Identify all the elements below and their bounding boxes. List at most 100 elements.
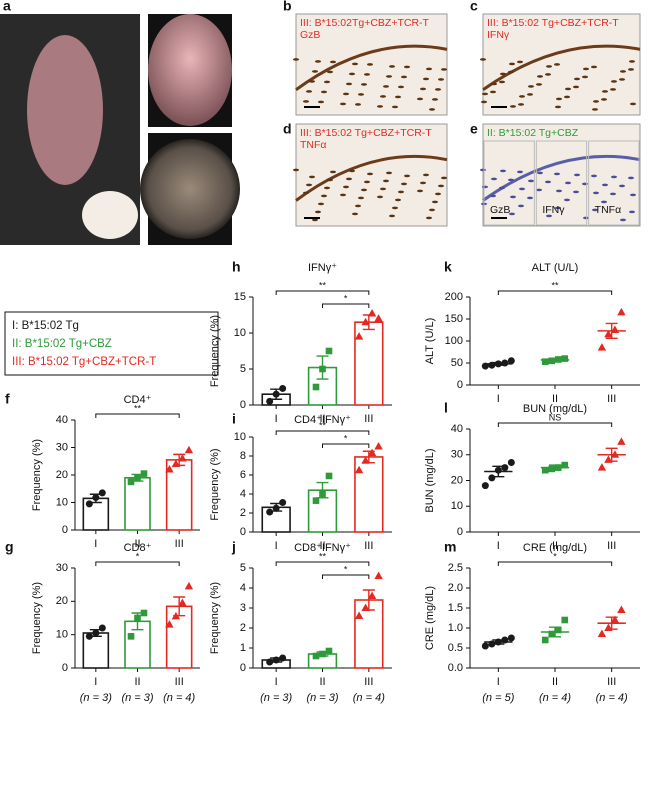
data-point	[325, 347, 333, 355]
significance-label: **	[551, 280, 559, 290]
cell	[423, 77, 429, 81]
cell	[509, 212, 515, 216]
data-point	[361, 317, 370, 326]
data-point	[617, 605, 626, 613]
panel-letter: j	[231, 539, 236, 555]
data-point	[325, 647, 333, 655]
y-tick-label: 0.0	[448, 662, 463, 674]
n-label: (n = 5)	[482, 692, 514, 704]
data-point	[319, 365, 326, 373]
y-axis-label: Frequency (%)	[31, 439, 43, 511]
legend-entry: III: B*15:02 Tg+CBZ+TCR-T	[12, 356, 156, 368]
significance-label: **	[319, 280, 327, 290]
cell	[554, 63, 560, 66]
cell	[490, 90, 496, 94]
x-tick-label: I	[275, 413, 278, 425]
data-point	[561, 616, 569, 624]
legend-entry: II: B*15:02 Tg+CBZ	[12, 338, 112, 350]
cell	[480, 58, 486, 61]
data-point	[610, 450, 620, 458]
cell	[546, 214, 552, 218]
cell	[386, 75, 392, 78]
y-tick-label: 3	[240, 602, 246, 614]
legend-entry: I: B*15:02 Tg	[12, 320, 79, 332]
x-tick-label: I	[94, 676, 97, 688]
data-point	[266, 508, 274, 516]
significance-label: **	[134, 403, 142, 413]
cell	[546, 65, 552, 68]
x-tick-label: III	[364, 413, 373, 425]
cell	[309, 80, 315, 83]
cell	[536, 83, 542, 86]
cell	[510, 195, 516, 199]
cell	[554, 172, 560, 176]
x-tick-label: II	[552, 676, 558, 688]
x-tick-label: I	[275, 540, 278, 552]
y-tick-label: 0	[62, 524, 68, 536]
cell	[358, 93, 364, 96]
significance-bracket	[275, 430, 370, 435]
cell	[518, 204, 524, 208]
y-tick-label: 10	[56, 496, 68, 508]
y-tick-label: 100	[445, 335, 463, 347]
cell	[330, 60, 336, 64]
data-point	[127, 478, 135, 486]
data-point	[507, 634, 515, 642]
data-point	[481, 482, 489, 490]
sub-panel-label: IFNγ	[542, 204, 565, 216]
data-point	[98, 489, 106, 497]
image-caption: IFNγ	[487, 29, 510, 41]
data-point	[617, 307, 626, 316]
data-point	[610, 615, 620, 623]
cell	[315, 60, 321, 63]
x-tick-label: II	[134, 538, 140, 550]
x-tick-label: II	[319, 676, 325, 688]
cell	[404, 174, 410, 178]
cell	[386, 171, 392, 175]
data-point	[501, 359, 509, 367]
cell	[517, 60, 523, 64]
panel-letter: b	[283, 0, 292, 14]
data-point	[85, 500, 93, 508]
cell	[564, 198, 570, 202]
panel-letter: g	[5, 539, 14, 555]
cell	[312, 218, 318, 222]
cell	[592, 108, 598, 111]
y-tick-label: 2	[240, 507, 246, 519]
data-point	[272, 656, 280, 664]
cell	[519, 95, 525, 98]
cell	[545, 73, 551, 76]
data-point	[481, 362, 489, 370]
significance-label: *	[553, 551, 557, 561]
y-axis-label: Frequency (%)	[209, 315, 221, 387]
cell	[537, 75, 543, 78]
cell	[602, 90, 608, 93]
tissue-edge	[295, 44, 448, 91]
panel-letter: i	[232, 411, 236, 427]
cell	[361, 83, 367, 86]
cell	[423, 173, 429, 177]
data-point	[367, 448, 377, 457]
cell	[610, 192, 616, 196]
cell	[312, 70, 318, 73]
data-point	[481, 642, 489, 650]
cell	[556, 189, 562, 193]
data-point	[374, 442, 383, 450]
data-point	[140, 470, 148, 477]
x-tick-label: I	[497, 540, 500, 552]
y-tick-label: 10	[451, 500, 463, 512]
data-point	[279, 499, 287, 507]
cell	[582, 75, 588, 79]
x-tick-label: II	[552, 393, 558, 405]
data-point	[597, 343, 607, 351]
cell	[536, 188, 542, 192]
chart-title: BUN (mg/dL)	[523, 403, 587, 415]
legend: I: B*15:02 Tg II: B*15:02 Tg+CBZ III: B*15…	[12, 320, 156, 368]
y-tick-label: 40	[451, 423, 463, 435]
data-point	[134, 614, 141, 622]
data-point	[541, 466, 549, 474]
panel-letter: h	[232, 259, 241, 275]
data-point	[367, 591, 377, 599]
cell	[432, 98, 438, 101]
